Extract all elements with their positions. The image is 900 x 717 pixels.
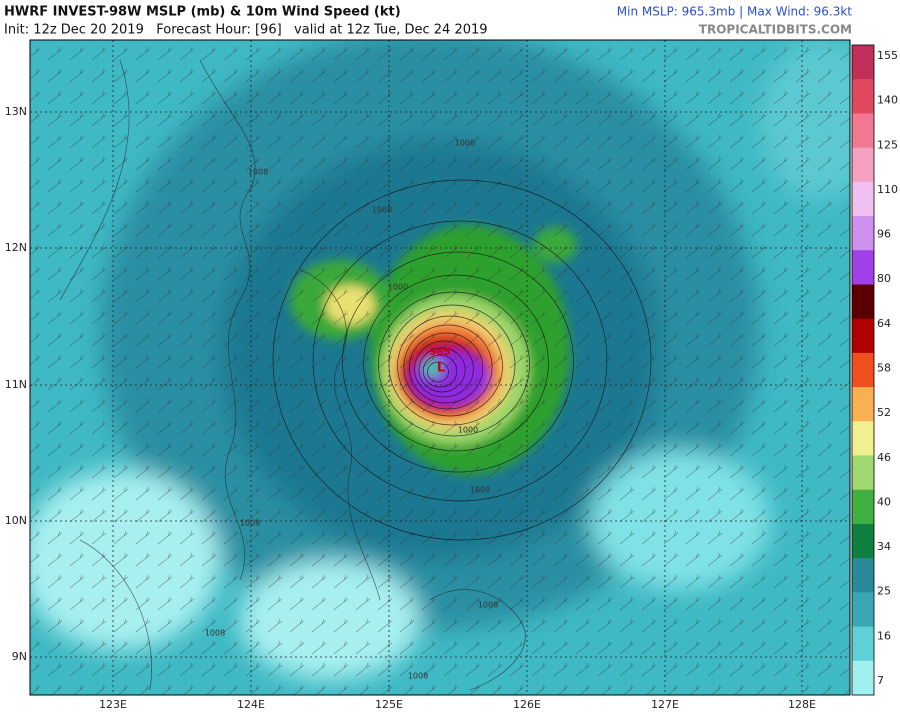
contour-label: 1008 — [372, 206, 392, 215]
contour-label: 1008 — [248, 168, 268, 177]
colorbar-segment — [852, 352, 874, 388]
isobar — [378, 291, 530, 437]
isobar — [397, 315, 503, 417]
isobar — [312, 220, 608, 502]
colorbar-segment — [852, 421, 874, 457]
colorbar-segment — [852, 250, 874, 285]
contour-label: 1008 — [205, 629, 225, 638]
colorbar-segment — [852, 626, 874, 662]
colorbar-segment — [852, 455, 874, 491]
colorbar-label: 16 — [877, 629, 891, 642]
lon-label: 123E — [99, 698, 127, 711]
contour-label: 1000 — [388, 283, 408, 292]
lon-label: 128E — [788, 698, 816, 711]
isobar — [408, 332, 484, 404]
isobar — [363, 274, 549, 452]
colorbar-segment — [852, 45, 874, 80]
isobar — [427, 361, 449, 383]
isobar — [272, 179, 652, 541]
lat-label: 10N — [5, 514, 27, 527]
contour-label: 1008 — [470, 486, 490, 495]
colorbar-segment — [852, 147, 874, 183]
title: HWRF INVEST-98W MSLP (mb) & 10m Wind Spe… — [4, 5, 401, 20]
map-frame — [29, 39, 851, 696]
lat-label: 9N — [12, 650, 27, 663]
contour-label: 1008 — [240, 519, 260, 528]
colorbar-segment — [852, 660, 874, 696]
contour-label: 1008 — [455, 139, 475, 148]
low-marker: L — [437, 361, 445, 376]
subtitle: Init: 12z Dec 20 2019 Forecast Hour: [96… — [4, 23, 488, 38]
contour-label: 1000 — [458, 426, 478, 435]
isobar — [422, 354, 458, 388]
colorbar-segment — [852, 489, 874, 525]
isobar — [418, 347, 466, 393]
colorbar-label: 58 — [877, 362, 891, 375]
center-pressure: 965 — [430, 347, 451, 358]
isobar — [403, 324, 493, 410]
contour-label: 1008 — [478, 601, 498, 610]
colorbar-label: 34 — [877, 540, 891, 553]
lon-label: 126E — [513, 698, 541, 711]
colorbar-segment — [852, 558, 874, 593]
colorbar-segment — [852, 79, 874, 114]
colorbar-segment — [852, 181, 874, 217]
colorbar-segment — [852, 523, 874, 559]
lat-label: 12N — [5, 241, 27, 254]
colorbar-segment — [852, 216, 874, 251]
contour-label: 1008 — [408, 672, 428, 681]
colorbar-label: 125 — [877, 138, 898, 151]
colorbar-label: 110 — [877, 183, 898, 196]
colorbar-segment — [852, 284, 874, 320]
lon-label: 125E — [375, 698, 403, 711]
colorbar-label: 46 — [877, 451, 891, 464]
isobar — [414, 340, 474, 398]
colorbar-label: 25 — [877, 585, 891, 598]
colorbar: 155 140 125 110 96 80 64 58 52 46 40 34 25 16 7 — [851, 44, 898, 696]
colorbar-label: 52 — [877, 406, 891, 419]
colorbar-label: 96 — [877, 228, 891, 241]
colorbar-label: 64 — [877, 317, 891, 330]
colorbar-label: 7 — [877, 674, 884, 687]
colorbar-label: 40 — [877, 495, 891, 508]
colorbar-segment — [852, 318, 874, 354]
colorbar-segment — [852, 592, 874, 628]
colorbar-label: 155 — [877, 49, 898, 62]
colorbar-label: 80 — [877, 272, 891, 285]
lat-label: 11N — [5, 378, 27, 391]
map — [30, 40, 850, 695]
isobar — [342, 251, 574, 473]
colorbar-label: 140 — [877, 94, 898, 107]
source: TROPICALTIDBITS.COM — [699, 23, 852, 37]
stats: Min MSLP: 965.3mb | Max Wind: 96.3kt — [617, 5, 852, 19]
colorbar-frame — [851, 44, 875, 696]
lon-label: 127E — [651, 698, 679, 711]
colorbar-segment — [852, 113, 874, 149]
lat-label: 13N — [5, 105, 27, 118]
colorbar-segment — [852, 387, 874, 422]
lon-label: 124E — [237, 698, 265, 711]
